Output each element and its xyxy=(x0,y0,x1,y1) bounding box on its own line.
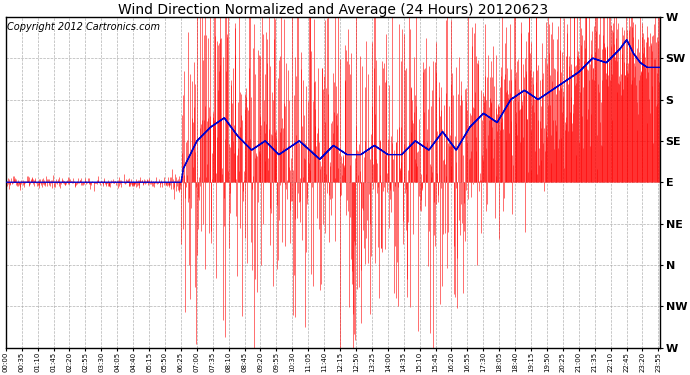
Text: Copyright 2012 Cartronics.com: Copyright 2012 Cartronics.com xyxy=(7,22,160,32)
Title: Wind Direction Normalized and Average (24 Hours) 20120623: Wind Direction Normalized and Average (2… xyxy=(118,3,548,17)
